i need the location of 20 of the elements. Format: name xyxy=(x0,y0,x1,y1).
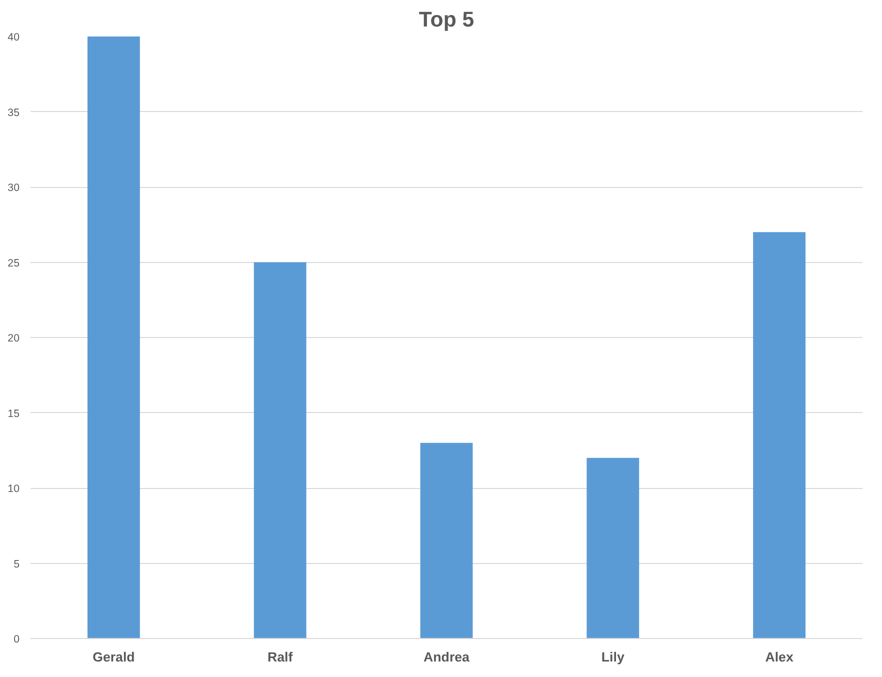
y-tick-label: 25 xyxy=(8,257,20,270)
x-tick-label: Lily xyxy=(601,650,625,664)
bar xyxy=(420,442,473,638)
bar xyxy=(87,36,140,638)
x-tick-label: Andrea xyxy=(424,650,470,664)
bar xyxy=(586,458,640,638)
x-tick-label: Gerald xyxy=(92,650,135,664)
y-tick-label: 0 xyxy=(14,634,20,646)
x-tick-label: Ralf xyxy=(268,650,294,664)
x-tick-label: Alex xyxy=(765,650,794,664)
y-tick-label: 5 xyxy=(14,558,20,570)
bar xyxy=(753,232,806,638)
y-tick-label: 35 xyxy=(8,106,20,119)
y-tick-label: 15 xyxy=(8,408,20,420)
y-tick-label: 40 xyxy=(8,32,20,44)
y-tick-label: 30 xyxy=(8,182,20,194)
chart-title: Top 5 xyxy=(418,8,474,32)
bar xyxy=(254,262,306,638)
y-tick-label: 20 xyxy=(8,332,20,344)
y-tick-label: 10 xyxy=(8,483,20,495)
